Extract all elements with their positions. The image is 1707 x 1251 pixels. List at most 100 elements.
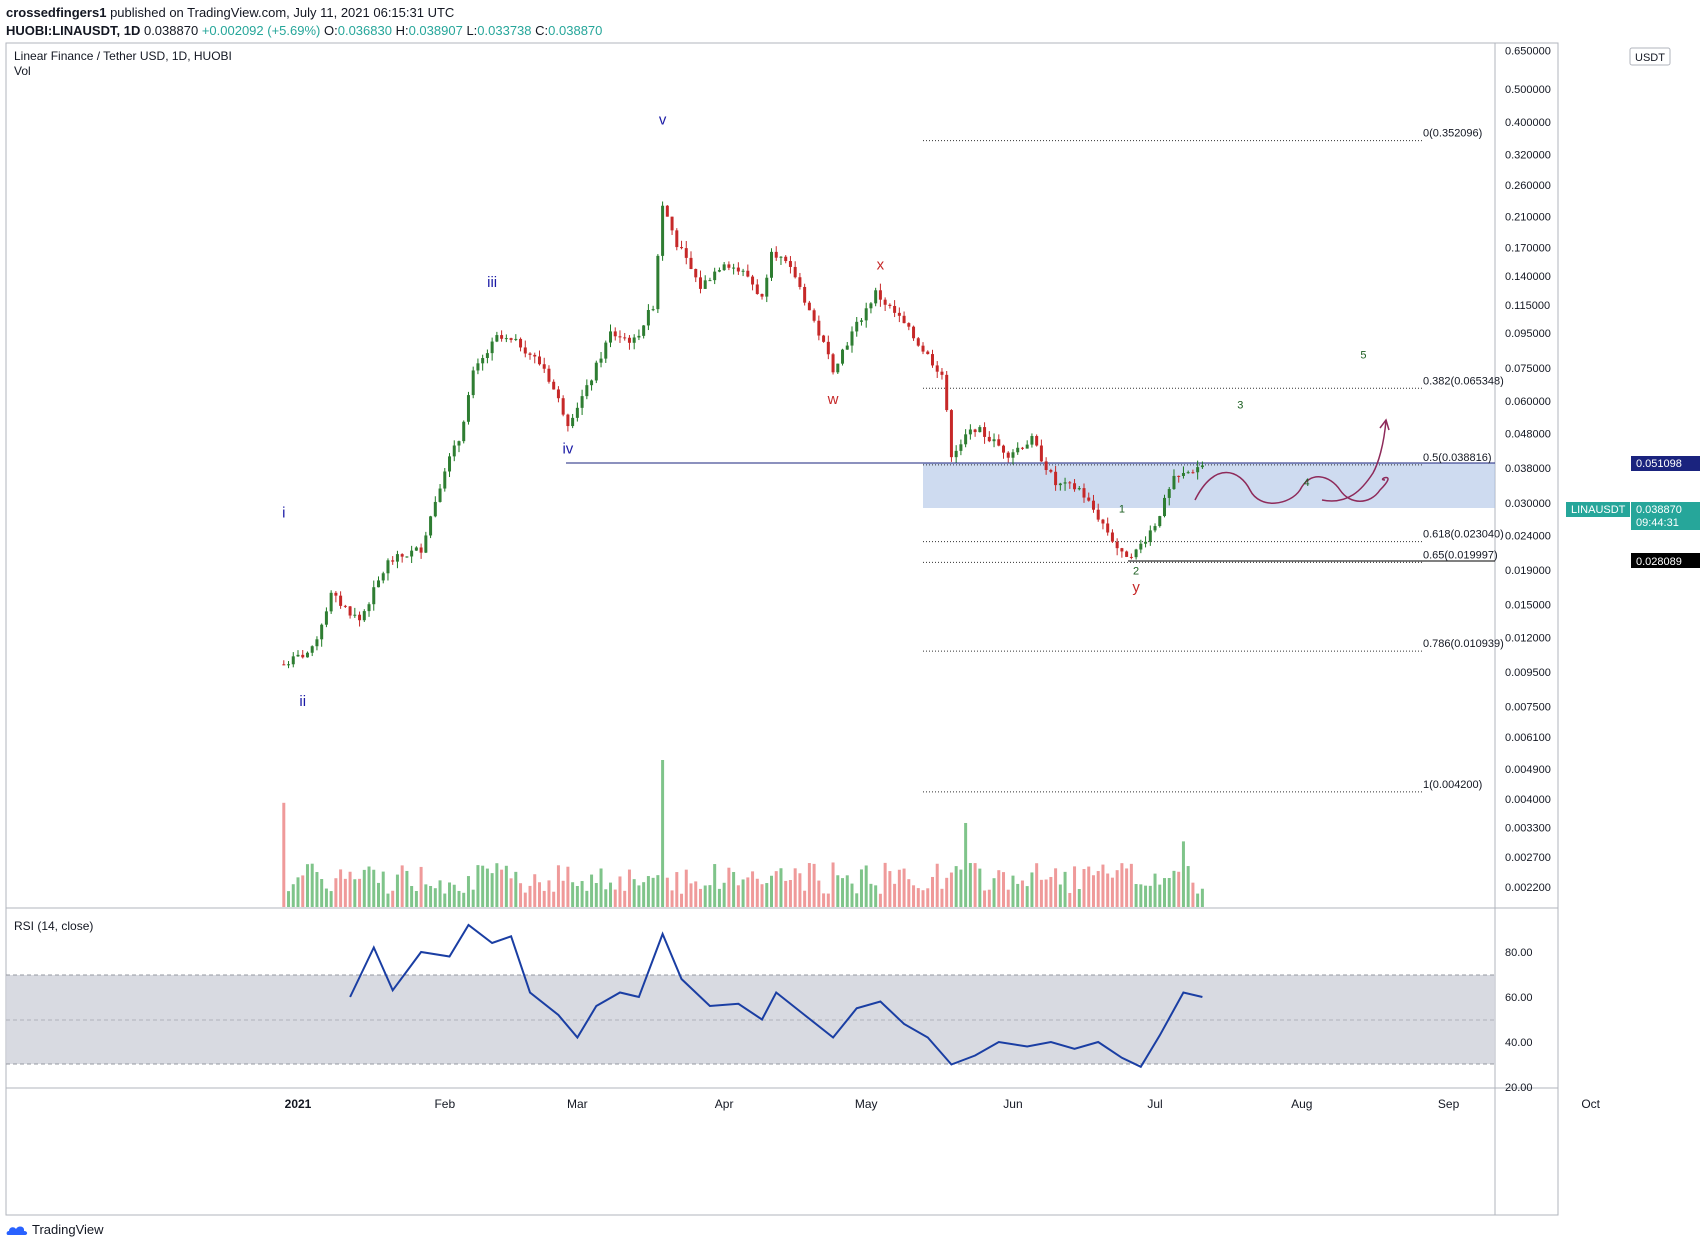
candle-body: [315, 639, 319, 647]
volume-bar: [471, 889, 475, 907]
volume-bar: [429, 885, 433, 907]
volume-bar: [874, 885, 878, 907]
volume-bar: [400, 865, 404, 907]
candle-body: [878, 290, 882, 300]
volume-bar: [419, 866, 423, 907]
volume-bar: [907, 879, 911, 907]
volume-bar: [571, 882, 575, 907]
price-tick-label: 0.012000: [1505, 633, 1551, 645]
candle-body: [670, 216, 674, 231]
candle-body: [736, 267, 740, 272]
volume-bar: [358, 878, 362, 907]
tradingview-wordmark: TradingView: [32, 1222, 104, 1237]
candle-body: [883, 299, 887, 305]
candle-body: [1181, 472, 1185, 476]
volume-bar: [760, 884, 764, 907]
blue-level-tag: [1631, 456, 1700, 471]
candle-body: [665, 205, 669, 217]
candle-body: [504, 338, 508, 340]
rsi-tick-label: 20.00: [1505, 1082, 1533, 1094]
candle-body: [807, 302, 811, 311]
volume-bar: [713, 864, 717, 907]
candle-body: [448, 456, 452, 472]
candle-body: [594, 362, 598, 381]
candle-body: [391, 560, 395, 562]
price-tick-label: 0.210000: [1505, 212, 1551, 224]
candle-body: [992, 439, 996, 442]
volume-bar: [1073, 866, 1077, 907]
candle-body: [935, 365, 939, 372]
candle-body: [372, 587, 376, 605]
candle-body: [500, 335, 504, 339]
volume-bar: [708, 885, 712, 907]
volume-bar: [324, 888, 328, 907]
price-tick-label: 0.004900: [1505, 764, 1551, 776]
candle-body: [552, 381, 556, 390]
time-tick-label: May: [855, 1097, 878, 1111]
candle-body: [940, 371, 944, 375]
candle-body: [822, 335, 826, 342]
candles: [282, 201, 1204, 669]
volume-bar: [807, 863, 811, 907]
candle-body: [1200, 465, 1204, 468]
candle-body: [978, 427, 982, 433]
volume-bar: [878, 893, 882, 907]
volume-bar: [684, 869, 688, 907]
candle-body: [841, 349, 845, 364]
volume-bar: [1153, 873, 1157, 907]
candle-body: [1035, 436, 1039, 446]
candle-body: [751, 276, 755, 285]
candle-body: [452, 445, 456, 457]
candle-body: [343, 605, 347, 607]
volume-bar: [1006, 889, 1010, 907]
candle-body: [429, 516, 433, 536]
candle-body: [509, 338, 513, 340]
volume-bar: [983, 890, 987, 907]
volume-bar: [680, 893, 684, 907]
candle-body: [902, 315, 906, 324]
candle-body: [1120, 548, 1124, 552]
candle-body: [708, 280, 712, 282]
candle-body: [1091, 500, 1095, 510]
volume-bar: [320, 879, 324, 907]
candle-body: [1191, 472, 1195, 474]
volume-bar: [1163, 878, 1167, 907]
volume-bar: [698, 888, 702, 907]
candle-body: [916, 338, 920, 346]
candle-body: [722, 264, 726, 271]
volume-bar: [722, 882, 726, 907]
fib-level-label: 0.382(0.065348): [1423, 375, 1504, 387]
author-name[interactable]: crossedfingers1: [6, 5, 107, 20]
wave-label: ii: [299, 693, 306, 710]
candle-body: [656, 255, 660, 310]
price-tick-label: 0.004000: [1505, 794, 1551, 806]
time-tick-label: Aug: [1291, 1097, 1312, 1111]
candle-body: [1158, 516, 1162, 527]
candle-body: [741, 270, 745, 272]
volume-bar: [599, 868, 603, 907]
volume-bar: [945, 877, 949, 907]
volume-bar: [301, 875, 305, 907]
candle-body: [324, 611, 328, 625]
volume-bar: [1115, 870, 1119, 907]
candle-body: [400, 554, 404, 557]
volume-bar: [755, 878, 759, 907]
volume-bar: [566, 866, 570, 907]
volume-bar: [817, 880, 821, 907]
candle-body: [698, 277, 702, 289]
volume-bar: [414, 891, 418, 907]
wave-label: w: [827, 391, 839, 408]
volume-bar: [864, 865, 868, 907]
volume-bar: [703, 885, 707, 907]
volume-bar: [831, 862, 835, 907]
candle-body: [1016, 447, 1020, 453]
volume-bar: [949, 872, 953, 907]
candle-body: [585, 385, 589, 397]
candle-body: [481, 358, 485, 364]
tradingview-logo[interactable]: TradingView: [6, 1222, 104, 1237]
volume-bar: [552, 891, 556, 907]
volume-bar: [665, 877, 669, 907]
volume-bar: [410, 886, 414, 907]
